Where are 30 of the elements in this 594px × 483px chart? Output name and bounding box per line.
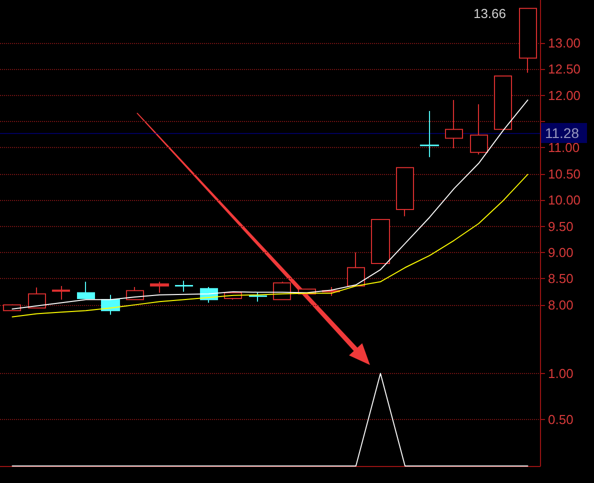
candlestick xyxy=(494,75,512,130)
candlestick xyxy=(371,218,390,264)
candlestick xyxy=(470,104,488,156)
candlestick xyxy=(420,110,439,158)
y-tick-label: 10.50 xyxy=(548,166,581,182)
candlestick xyxy=(28,287,46,308)
y-tick-label: 10.00 xyxy=(548,192,581,208)
y-tick-label: 12.00 xyxy=(548,88,581,103)
candlestick xyxy=(445,100,463,149)
candlestick xyxy=(519,8,537,74)
candlestick xyxy=(52,285,70,300)
line-series xyxy=(12,174,528,318)
y-tick-label: 0.50 xyxy=(548,412,574,428)
y-tick-label: 8.50 xyxy=(548,271,574,286)
candlestick xyxy=(175,280,193,292)
candlestick xyxy=(150,281,169,294)
ref-line-label: 11.28 xyxy=(545,125,580,142)
y-tick-label: 1.00 xyxy=(548,366,574,381)
candlestick xyxy=(396,167,414,217)
candlestick xyxy=(347,252,365,286)
y-tick-label: 12.50 xyxy=(548,62,581,77)
line-series xyxy=(12,100,528,310)
y-tick-label: 9.00 xyxy=(548,244,574,260)
y-tick-label: 8.00 xyxy=(548,297,574,312)
y-tick-label: 13.00 xyxy=(548,35,581,50)
candlestick xyxy=(249,292,267,302)
y-tick-label: 9.50 xyxy=(548,218,574,234)
annotation: 13.66 xyxy=(473,6,506,21)
y-tick-label: 11.00 xyxy=(548,140,580,156)
candlestick xyxy=(77,281,95,300)
